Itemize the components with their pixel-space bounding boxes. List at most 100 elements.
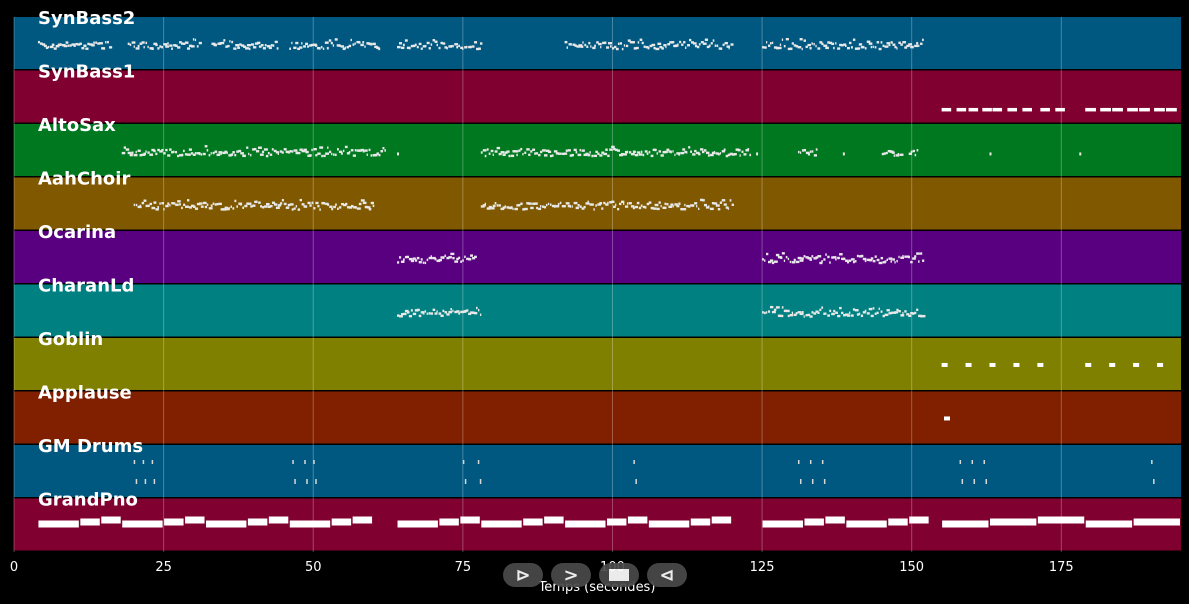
note [632, 150, 636, 153]
note [725, 206, 729, 209]
note [506, 206, 510, 209]
note [619, 42, 623, 45]
note [454, 260, 459, 263]
note [815, 44, 817, 48]
note [228, 207, 230, 210]
note [163, 208, 165, 211]
note [472, 45, 475, 48]
note [565, 520, 606, 528]
note [135, 203, 138, 207]
note [502, 206, 506, 209]
note [721, 150, 726, 153]
note [145, 204, 148, 208]
note [291, 208, 294, 211]
note [835, 311, 838, 314]
note [1013, 362, 1020, 367]
note [528, 202, 532, 205]
x-tick-label: 25 [155, 560, 172, 575]
note [458, 256, 461, 260]
note [719, 152, 722, 155]
note [854, 260, 857, 263]
note [801, 47, 803, 51]
note [803, 39, 806, 42]
note [723, 203, 727, 206]
note [190, 152, 194, 155]
note [749, 153, 752, 157]
note [356, 207, 361, 210]
note [634, 205, 639, 209]
note [382, 146, 385, 150]
note [1085, 520, 1133, 528]
note [825, 516, 845, 524]
note [922, 38, 924, 42]
note [38, 520, 79, 528]
lane-ocarina [14, 231, 1181, 283]
note [352, 154, 357, 157]
note [216, 202, 219, 206]
note [613, 45, 617, 49]
note [164, 518, 184, 526]
note [891, 151, 895, 154]
note [226, 151, 228, 155]
note [109, 46, 113, 49]
note [878, 261, 883, 265]
note [553, 205, 556, 208]
note [811, 311, 814, 314]
play-button[interactable]: ⊳ [503, 563, 543, 587]
note [331, 518, 352, 526]
note [811, 150, 814, 153]
note [259, 153, 264, 156]
note [866, 258, 871, 262]
note [285, 150, 290, 154]
note [179, 41, 182, 44]
note [668, 150, 672, 153]
note [730, 43, 734, 46]
note [101, 516, 121, 524]
note [343, 203, 347, 207]
note [494, 150, 498, 153]
note [273, 149, 277, 153]
note [452, 309, 454, 313]
note [619, 202, 622, 206]
note [1055, 107, 1065, 112]
track-lanes [14, 17, 1181, 551]
note [137, 205, 142, 209]
note [331, 207, 334, 211]
back-button[interactable]: ⊲ [647, 563, 687, 587]
note [438, 46, 441, 50]
note [214, 150, 218, 153]
track-label: GM Drums [38, 436, 143, 457]
note [267, 205, 271, 209]
note [882, 44, 885, 48]
note [821, 42, 824, 46]
note [648, 201, 652, 204]
stop-button[interactable] [599, 563, 639, 587]
note [171, 201, 174, 205]
note [944, 416, 951, 421]
note [326, 47, 329, 50]
note [886, 258, 888, 261]
note [450, 44, 453, 48]
note [764, 46, 767, 49]
note [121, 151, 126, 155]
note [446, 256, 450, 260]
note [450, 252, 455, 256]
note [402, 312, 407, 316]
note [267, 151, 270, 155]
note [817, 47, 821, 50]
note [888, 43, 891, 47]
note [721, 199, 726, 202]
note [674, 203, 678, 206]
note [680, 207, 683, 211]
note [717, 207, 721, 211]
note [231, 40, 234, 44]
note [538, 207, 542, 211]
note [797, 311, 802, 314]
note [179, 203, 181, 206]
note [610, 45, 612, 48]
note [468, 258, 472, 261]
note [700, 40, 704, 44]
forward-button[interactable]: > [551, 563, 591, 587]
note [583, 153, 588, 157]
note [410, 44, 414, 48]
